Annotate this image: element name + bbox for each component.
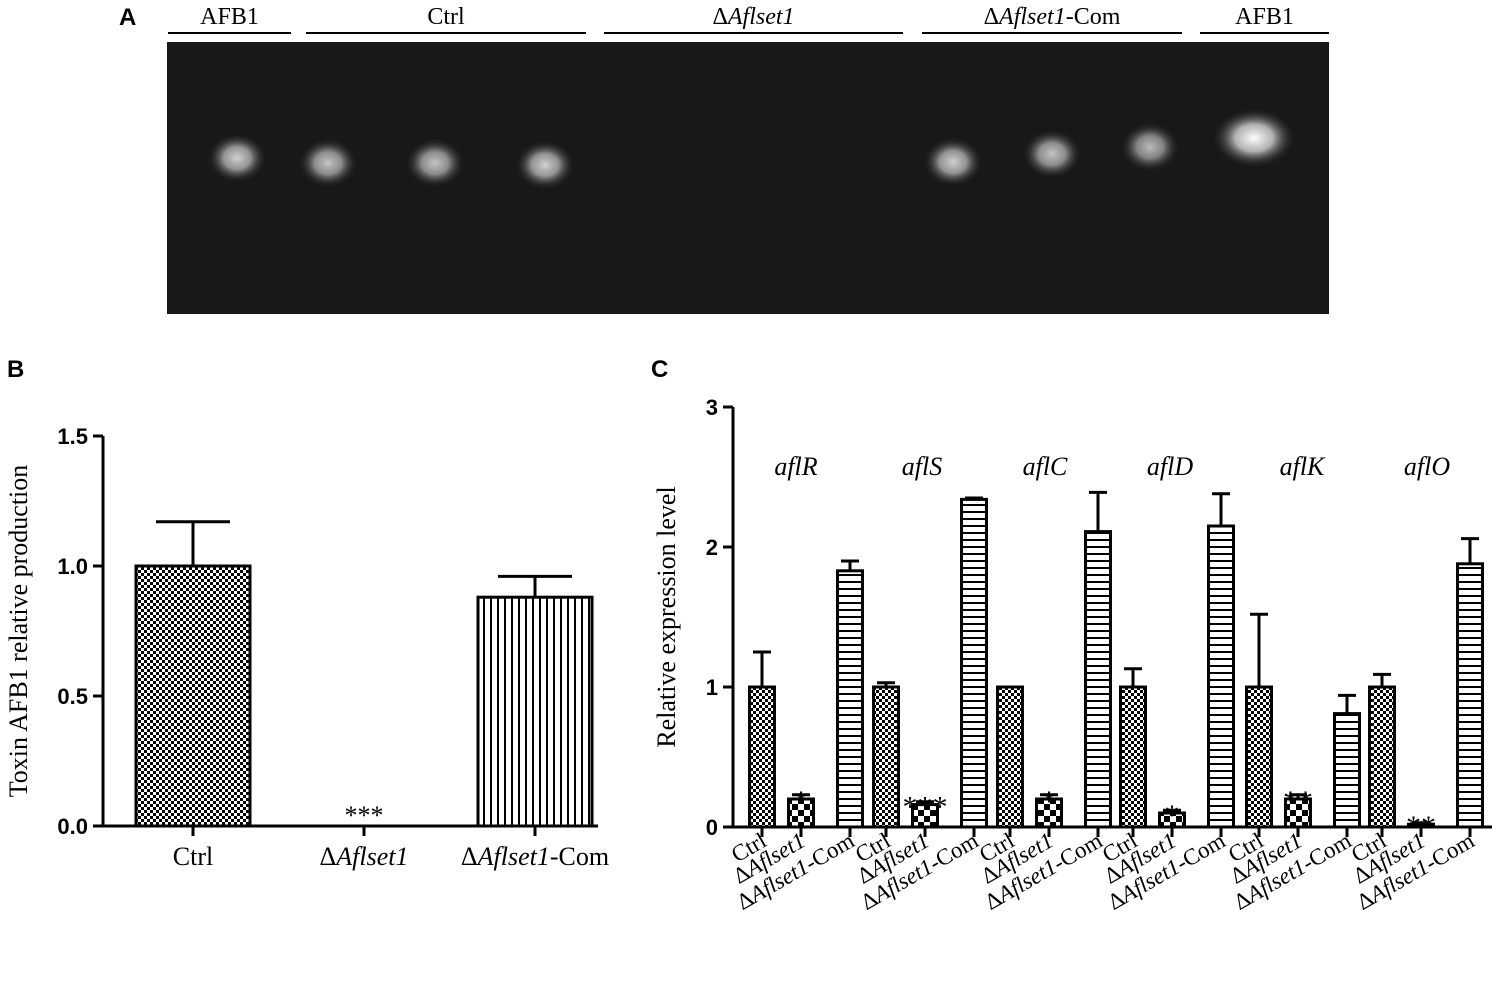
significance-marker: *** <box>345 801 384 830</box>
tlc-spot <box>923 137 983 187</box>
lane-group-label-main: AFB1 <box>200 4 259 30</box>
significance-marker: * <box>1042 785 1057 818</box>
significance-marker: ** <box>1406 810 1436 843</box>
panel-letter-b: B <box>7 356 24 383</box>
panel-letter-a: A <box>119 4 136 31</box>
gel-lane-labels: AFB1 Ctrl ΔAflset1 ΔAflset1-Com AFB1 <box>168 4 1329 34</box>
x-category-label-suffix: -Com <box>801 828 859 876</box>
bar <box>1084 530 1112 829</box>
bar <box>872 685 900 829</box>
x-category-label-suffix: -Com <box>1298 828 1356 876</box>
y-tick-label: 0 <box>706 815 718 840</box>
lane-group-label: Ctrl <box>427 4 465 30</box>
lane-group-label: AFB1 <box>200 4 259 30</box>
significance-marker: ** <box>1283 785 1313 818</box>
lane-group-label-main: AFB1 <box>1235 4 1294 30</box>
x-category-label-suffix: Ctrl <box>173 842 213 871</box>
bar <box>1284 797 1312 829</box>
x-category-label-suffix: -Com <box>1049 828 1107 876</box>
tlc-spot <box>207 133 267 183</box>
x-category-label: ΔAflset1 <box>320 842 409 871</box>
y-tick-label: 2 <box>706 535 718 560</box>
lane-group-label-suffix: -Com <box>1066 4 1121 30</box>
tlc-spot <box>1212 108 1296 168</box>
lane-group-label-italic: Aflset1 <box>726 4 795 30</box>
lane-group-label-italic: Aflset1 <box>997 4 1066 30</box>
x-category-label-italic: Aflset1 <box>334 842 408 871</box>
y-tick-label: 1.0 <box>57 554 88 579</box>
tlc-plate <box>167 42 1329 314</box>
bar <box>1456 562 1484 829</box>
x-category-label-prefix: Δ <box>461 842 478 871</box>
gene-label: aflD <box>1147 452 1193 481</box>
y-tick-label: 0.5 <box>57 684 88 709</box>
gene-label: aflC <box>1023 452 1068 481</box>
tlc-spot <box>405 138 465 188</box>
significance-marker: *** <box>903 791 948 824</box>
bar <box>748 685 776 829</box>
gene-label: aflS <box>902 452 942 481</box>
significance-marker: * <box>1165 799 1180 832</box>
gene-label: aflK <box>1280 452 1326 481</box>
lane-group-label: ΔAflset1 <box>712 4 794 30</box>
bar <box>1245 685 1273 829</box>
tlc-spot <box>298 138 358 188</box>
x-category-label-suffix: -Com <box>925 828 983 876</box>
tlc-spot <box>515 140 575 190</box>
x-category-label-prefix: Δ <box>320 842 337 871</box>
panel-a: A AFB1 Ctrl ΔAflset1 ΔAflset1-Com AFB1 <box>119 4 1329 314</box>
y-axis-title: Toxin AFB1 relative production <box>4 465 33 798</box>
bar <box>960 497 988 829</box>
y-axis-title: Relative expression level <box>652 486 681 747</box>
bar <box>134 564 252 828</box>
significance-marker: * <box>794 785 809 818</box>
x-category-label-italic: Aflset1 <box>476 842 550 871</box>
bar <box>836 569 864 829</box>
lane-group-label: ΔAflset1-Com <box>984 4 1121 30</box>
tlc-spot <box>1120 122 1180 172</box>
bar <box>1119 685 1147 829</box>
y-tick-label: 1.5 <box>57 424 88 449</box>
bar <box>476 595 594 828</box>
lane-group-label-main: Ctrl <box>427 4 465 30</box>
x-category-label-suffix: -Com <box>1172 828 1230 876</box>
gene-label: aflR <box>774 452 817 481</box>
bar <box>1333 712 1361 829</box>
bar <box>996 685 1024 829</box>
x-category-label: Ctrl <box>173 842 213 871</box>
x-category-label: ΔAflset1-Com <box>461 842 609 871</box>
lane-group-label-main: Δ <box>984 4 999 30</box>
panel-b: B 0.0 0.5 1.0 1.5 Toxin AFB1 relative produc… <box>4 356 609 871</box>
gene-label: aflO <box>1404 452 1450 481</box>
bar <box>1207 524 1235 829</box>
lane-group-label-main: Δ <box>712 4 727 30</box>
x-category-label-suffix: -Com <box>550 842 609 871</box>
y-tick-label: 1 <box>706 675 718 700</box>
tlc-spot <box>1022 129 1082 179</box>
lane-group-label: AFB1 <box>1235 4 1294 30</box>
bar <box>1035 797 1063 829</box>
y-tick-label: 3 <box>706 395 718 420</box>
y-tick-label: 0.0 <box>57 814 88 839</box>
panel-letter-c: C <box>651 356 668 383</box>
tlc-spots <box>207 108 1296 190</box>
bar <box>1368 685 1396 829</box>
chart-b: 0.0 0.5 1.0 1.5 Toxin AFB1 relative producti… <box>4 424 609 871</box>
